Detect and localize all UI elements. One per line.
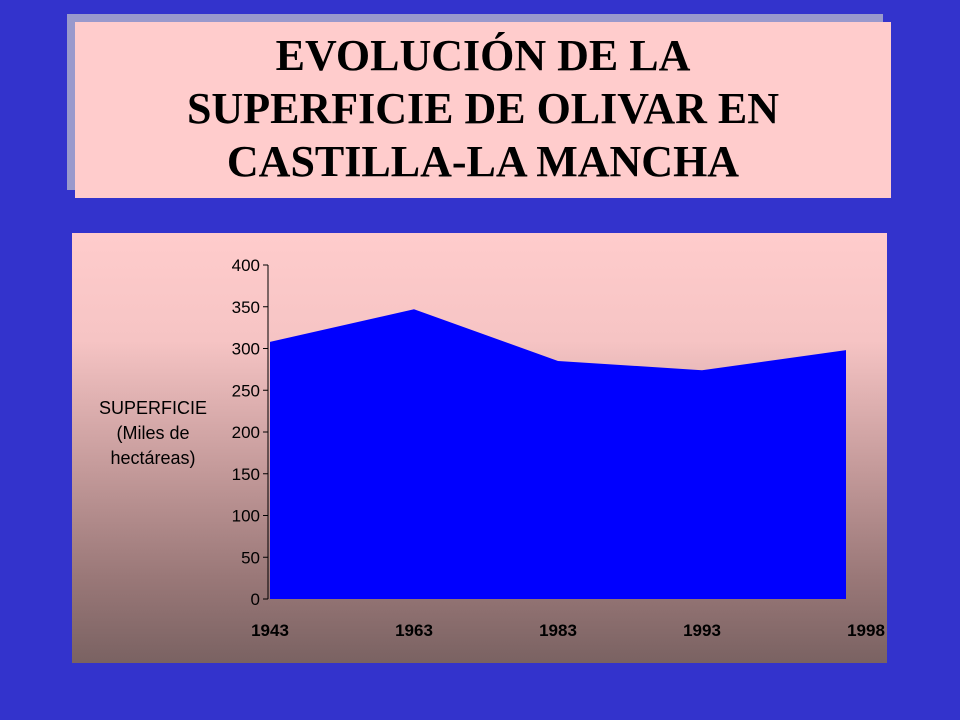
plot-area: 0 50 100 150 200 250 300 350 400 1943 1963 1983 1993…: [232, 256, 885, 640]
y-tick-label: 400: [232, 256, 260, 275]
y-tick-label: 100: [232, 507, 260, 526]
area-series-0: [270, 309, 846, 599]
y-tick-label: 200: [232, 423, 260, 442]
slide-title: EVOLUCIÓN DE LA SUPERFICIE DE OLIVAR EN …: [186, 30, 780, 186]
y-tick-label: 300: [232, 340, 260, 359]
x-tick-label: 1943: [251, 621, 289, 640]
y-tick-label: 0: [251, 590, 260, 609]
y-axis-label: SUPERFICIE (Miles de hectáreas): [98, 398, 208, 468]
x-tick-label: 1983: [539, 621, 577, 640]
y-tick-label: 50: [241, 548, 260, 567]
y-tick-label: 150: [232, 465, 260, 484]
x-tick-label: 1998: [847, 621, 885, 640]
x-tick-label: 1993: [683, 621, 721, 640]
x-tick-label: 1963: [395, 621, 433, 640]
y-tick-label: 250: [232, 381, 260, 400]
title-box: EVOLUCIÓN DE LA SUPERFICIE DE OLIVAR EN …: [75, 22, 891, 198]
y-tick-label: 350: [232, 298, 260, 317]
